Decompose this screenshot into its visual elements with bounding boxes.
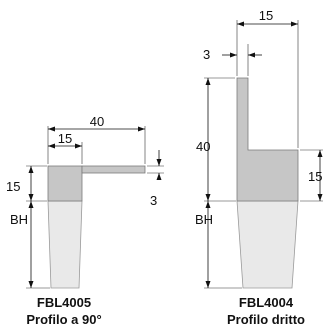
fbl4004-dim-thickness: 3	[203, 47, 210, 62]
fbl4004-dim-total-height: 40	[196, 139, 210, 154]
fbl4005-dim-body-width: 15	[58, 131, 72, 146]
fbl4004-dim-total-width: 15	[259, 8, 273, 23]
fbl4005-brush-shape	[47, 200, 83, 289]
fbl4004-dim-brush-height: BH	[195, 212, 213, 227]
fbl4005-flange-shape	[81, 165, 146, 174]
fbl4004-code: FBL4004	[239, 295, 294, 310]
profile-fbl4005: 40 15 15 BH 3 FBL4005 Profilo a 90°	[6, 114, 164, 327]
fbl4004-name: Profilo dritto	[227, 312, 305, 327]
fbl4004-brush-shape	[236, 200, 299, 289]
fbl4005-body-shape	[47, 165, 83, 202]
fbl4005-code: FBL4005	[37, 295, 91, 310]
fbl4005-name: Profilo a 90°	[26, 312, 101, 327]
profile-fbl4004: 15 3 40 15 BH FBL4004 Profilo dritto	[195, 8, 323, 327]
fbl4004-body-shape	[236, 77, 299, 202]
fbl4005-dim-thickness: 3	[150, 193, 157, 208]
fbl4005-dim-brush-height: BH	[10, 212, 28, 227]
fbl4005-dim-body-height: 15	[6, 179, 20, 194]
fbl4004-dim-body-height: 15	[308, 169, 322, 184]
fbl4005-dim-total-width: 40	[90, 114, 104, 129]
